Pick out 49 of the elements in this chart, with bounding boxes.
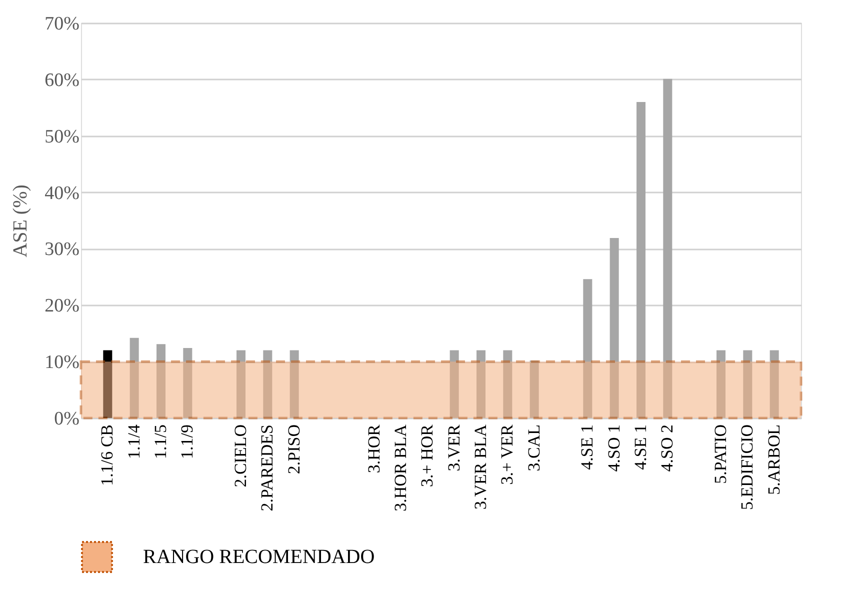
x-tick-label: 5.PATIO <box>711 424 730 484</box>
x-tick-label: 4.SO 1 <box>604 424 624 472</box>
bar <box>450 350 459 418</box>
bar <box>476 350 486 418</box>
y-tick-label: 10% <box>44 352 80 374</box>
x-tick-label: 3.VER <box>444 424 464 472</box>
y-tick-label: 60% <box>44 70 80 91</box>
bar <box>530 360 539 418</box>
y-tick-label: 70% <box>44 14 80 34</box>
x-tick-label: 4.SE 1 <box>631 424 650 470</box>
x-tick-label: 1.1/5 <box>151 424 170 459</box>
bar <box>156 344 166 418</box>
y-tick-label: 30% <box>44 239 80 260</box>
x-tick-label: 1.1/4 <box>124 424 144 459</box>
y-tick-label: 20% <box>44 296 80 317</box>
bar <box>636 102 646 418</box>
x-tick-label: 3.CAL <box>524 424 544 472</box>
x-tick-label: 3.+ HOR <box>418 424 437 487</box>
bar <box>716 350 726 418</box>
x-tick-label: 3.+ VER <box>498 424 517 485</box>
bar <box>183 348 192 418</box>
x-tick-label: 4.SO 2 <box>658 424 677 472</box>
x-tick-label: 1.1/6 CB <box>98 424 117 486</box>
x-tick-label: 2.CIELO <box>231 424 250 488</box>
x-tick-label: 3.HOR <box>364 424 384 474</box>
x-tick-label: 5.ARBOL <box>764 424 784 495</box>
x-tick-label: 4.SE 1 <box>578 424 597 470</box>
x-tick-label: 2.PAREDES <box>258 424 277 512</box>
legend-label: RANGO RECOMENDADO <box>143 546 375 568</box>
y-tick-label: 0% <box>54 408 80 430</box>
bar <box>503 350 512 418</box>
bar <box>663 78 672 418</box>
bar <box>583 279 592 418</box>
bar <box>770 350 779 418</box>
x-tick-label: 3.HOR BLA <box>391 424 410 512</box>
y-tick-label: 50% <box>44 126 80 148</box>
y-tick-label: 40% <box>44 182 80 204</box>
bar <box>290 350 299 418</box>
bar <box>263 350 272 418</box>
bar <box>130 338 139 418</box>
x-tick-label: 2.PISO <box>284 424 304 474</box>
bar <box>610 238 619 418</box>
y-axis-title: ASE (%) <box>10 184 32 258</box>
bar <box>103 350 112 418</box>
x-tick-label: 5.EDIFICIO <box>738 424 757 510</box>
bar <box>743 350 752 418</box>
x-tick-label: 1.1/9 <box>178 424 197 459</box>
x-tick-label: 3.VER BLA <box>471 424 490 510</box>
bar <box>236 350 246 418</box>
